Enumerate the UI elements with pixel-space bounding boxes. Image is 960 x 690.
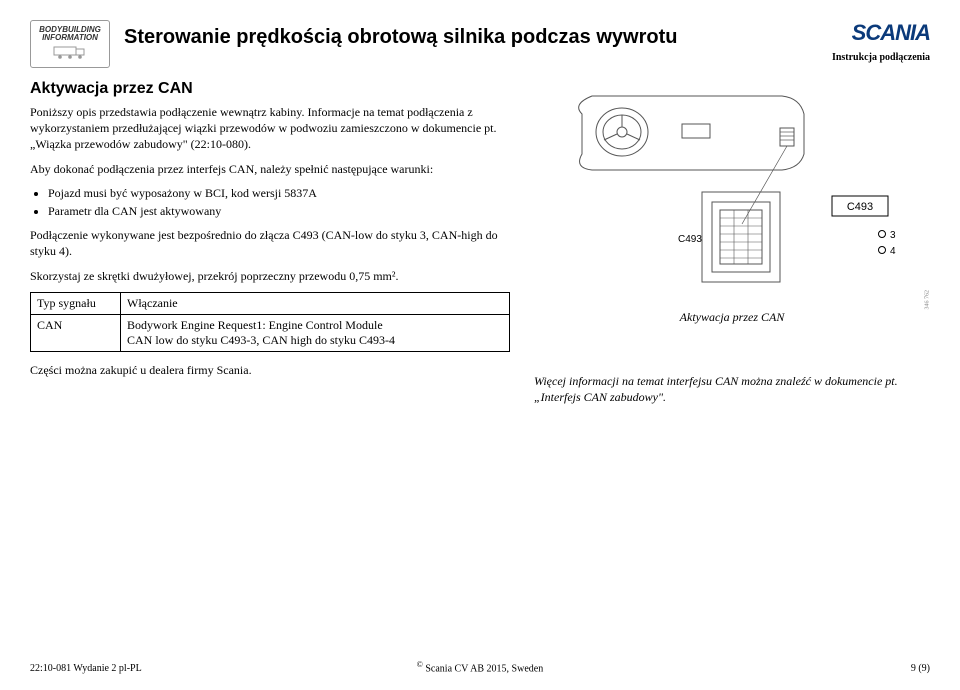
paragraph-4: Skorzystaj ze skrętki dwużyłowej, przekr… bbox=[30, 268, 510, 284]
section-heading: Aktywacja przez CAN bbox=[30, 80, 510, 98]
paragraph-2: Aby dokonać podłączenia przez interfejs … bbox=[30, 161, 510, 177]
wiring-diagram: C493 C493 3 4 346 762 bbox=[534, 84, 930, 304]
table-cell-type: CAN bbox=[31, 314, 121, 351]
list-item: Pojazd musi być wyposażony w BCI, kod we… bbox=[48, 185, 510, 201]
connector-label-box: C493 bbox=[847, 201, 873, 213]
list-item: Parametr dla CAN jest aktywowany bbox=[48, 203, 510, 219]
diagram-image-id: 346 762 bbox=[924, 290, 930, 310]
page-footer: 22:10-081 Wydanie 2 pl-PL © Scania CV AB… bbox=[30, 663, 930, 674]
table-header-enable: Włączanie bbox=[121, 292, 510, 314]
brand-subtitle: Instrukcja podłączenia bbox=[832, 52, 930, 63]
footer-right: 9 (9) bbox=[911, 663, 930, 674]
paragraph-3: Podłączenie wykonywane jest bezpośrednio… bbox=[30, 227, 510, 259]
left-column: Aktywacja przez CAN Poniższy opis przeds… bbox=[30, 80, 510, 413]
right-column: C493 C493 3 4 346 762 Aktywacja przez CA… bbox=[534, 80, 930, 413]
more-info-paragraph: Więcej informacji na temat interfejsu CA… bbox=[534, 373, 914, 405]
paragraph-1: Poniższy opis przedstawia podłączenie we… bbox=[30, 104, 510, 153]
signal-table: Typ sygnału Włączanie CAN Bodywork Engin… bbox=[30, 292, 510, 352]
table-cell-desc: Bodywork Engine Request1: Engine Control… bbox=[121, 314, 510, 351]
table-header-type: Typ sygnału bbox=[31, 292, 121, 314]
connector-label-inside: C493 bbox=[678, 234, 702, 245]
paragraph-5: Części można zakupić u dealera firmy Sca… bbox=[30, 362, 510, 378]
document-title: Sterowanie prędkością obrotową silnika p… bbox=[124, 20, 818, 49]
bullet-list: Pojazd musi być wyposażony w BCI, kod we… bbox=[48, 185, 510, 219]
brand-name: SCANIA bbox=[852, 20, 930, 45]
footer-center-text: Scania CV AB 2015, Sweden bbox=[423, 663, 543, 674]
bodybuilding-info-logo: BODYBUILDING INFORMATION bbox=[30, 20, 110, 68]
brand-block: SCANIA Instrukcja podłączenia bbox=[832, 20, 930, 63]
footer-left: 22:10-081 Wydanie 2 pl-PL bbox=[30, 663, 142, 674]
footer-center: © Scania CV AB 2015, Sweden bbox=[417, 660, 543, 674]
page-header: BODYBUILDING INFORMATION Sterowanie pręd… bbox=[30, 20, 930, 68]
logo-text-bottom: INFORMATION bbox=[42, 34, 98, 42]
truck-icon bbox=[52, 44, 88, 62]
diagram-caption: Aktywacja przez CAN bbox=[534, 310, 930, 325]
pin-3-label: 3 bbox=[890, 230, 896, 241]
pin-4-label: 4 bbox=[890, 246, 896, 257]
content-area: Aktywacja przez CAN Poniższy opis przeds… bbox=[30, 80, 930, 413]
